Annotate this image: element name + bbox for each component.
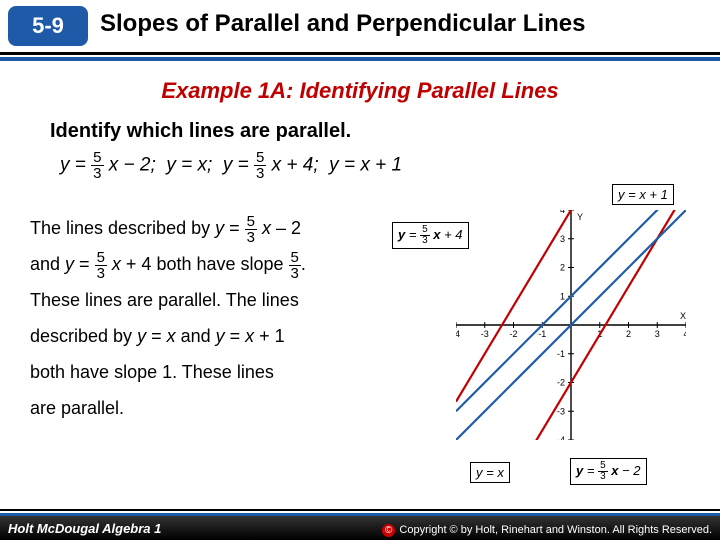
svg-text:2: 2 bbox=[626, 329, 631, 339]
svg-text:-4: -4 bbox=[456, 329, 460, 339]
svg-text:Y: Y bbox=[577, 212, 583, 222]
svg-text:-2: -2 bbox=[509, 329, 517, 339]
svg-text:3: 3 bbox=[655, 329, 660, 339]
svg-text:1: 1 bbox=[560, 291, 565, 301]
divider bbox=[0, 57, 720, 61]
svg-text:4: 4 bbox=[683, 329, 686, 339]
svg-text:-4: -4 bbox=[557, 435, 565, 440]
footer-left: Holt McDougal Algebra 1 bbox=[8, 521, 161, 536]
text-line: The lines described by y = 53 x – 2 bbox=[30, 210, 430, 246]
explanation-paragraph: The lines described by y = 53 x – 2and y… bbox=[30, 210, 430, 426]
footer-right: Copyright © by Holt, Rinehart and Winsto… bbox=[382, 524, 712, 536]
text-line: and y = 53 x + 4 both have slope 53. bbox=[30, 246, 430, 282]
divider bbox=[0, 52, 720, 55]
prompt-text: Identify which lines are parallel. bbox=[50, 120, 351, 143]
svg-text:3: 3 bbox=[560, 234, 565, 244]
svg-text:-2: -2 bbox=[557, 378, 565, 388]
svg-text:-1: -1 bbox=[557, 349, 565, 359]
footer: Holt McDougal Algebra 1 Copyright © by H… bbox=[0, 516, 720, 540]
text-line: described by y = x and y = x + 1 bbox=[30, 318, 430, 354]
graph: -4-3-2-11234-4-3-2-11234XY bbox=[456, 210, 686, 440]
svg-text:2: 2 bbox=[560, 263, 565, 273]
svg-text:-3: -3 bbox=[557, 406, 565, 416]
equation-list: y = 53 x − 2; y = x; y = 53 x + 4; y = x… bbox=[60, 150, 402, 181]
text-line: These lines are parallel. The lines bbox=[30, 282, 430, 318]
divider bbox=[0, 509, 720, 511]
text-line: are parallel. bbox=[30, 390, 430, 426]
svg-text:4: 4 bbox=[560, 210, 565, 215]
page-title: Slopes of Parallel and Perpendicular Lin… bbox=[100, 10, 585, 38]
equation-callout: y = 53 x + 4 bbox=[392, 222, 469, 249]
svg-text:X: X bbox=[680, 311, 686, 321]
lesson-badge: 5-9 bbox=[8, 6, 88, 46]
equation-callout: y = x + 1 bbox=[612, 184, 674, 205]
header: 5-9 Slopes of Parallel and Perpendicular… bbox=[0, 0, 720, 52]
text-line: both have slope 1. These lines bbox=[30, 354, 430, 390]
svg-text:-1: -1 bbox=[538, 329, 546, 339]
slide: { "header": { "lesson": "5-9", "title": … bbox=[0, 0, 720, 540]
example-title: Example 1A: Identifying Parallel Lines bbox=[0, 78, 720, 104]
svg-text:-3: -3 bbox=[481, 329, 489, 339]
equation-callout: y = 53 x − 2 bbox=[570, 458, 647, 485]
equation-callout: y = x bbox=[470, 462, 510, 483]
